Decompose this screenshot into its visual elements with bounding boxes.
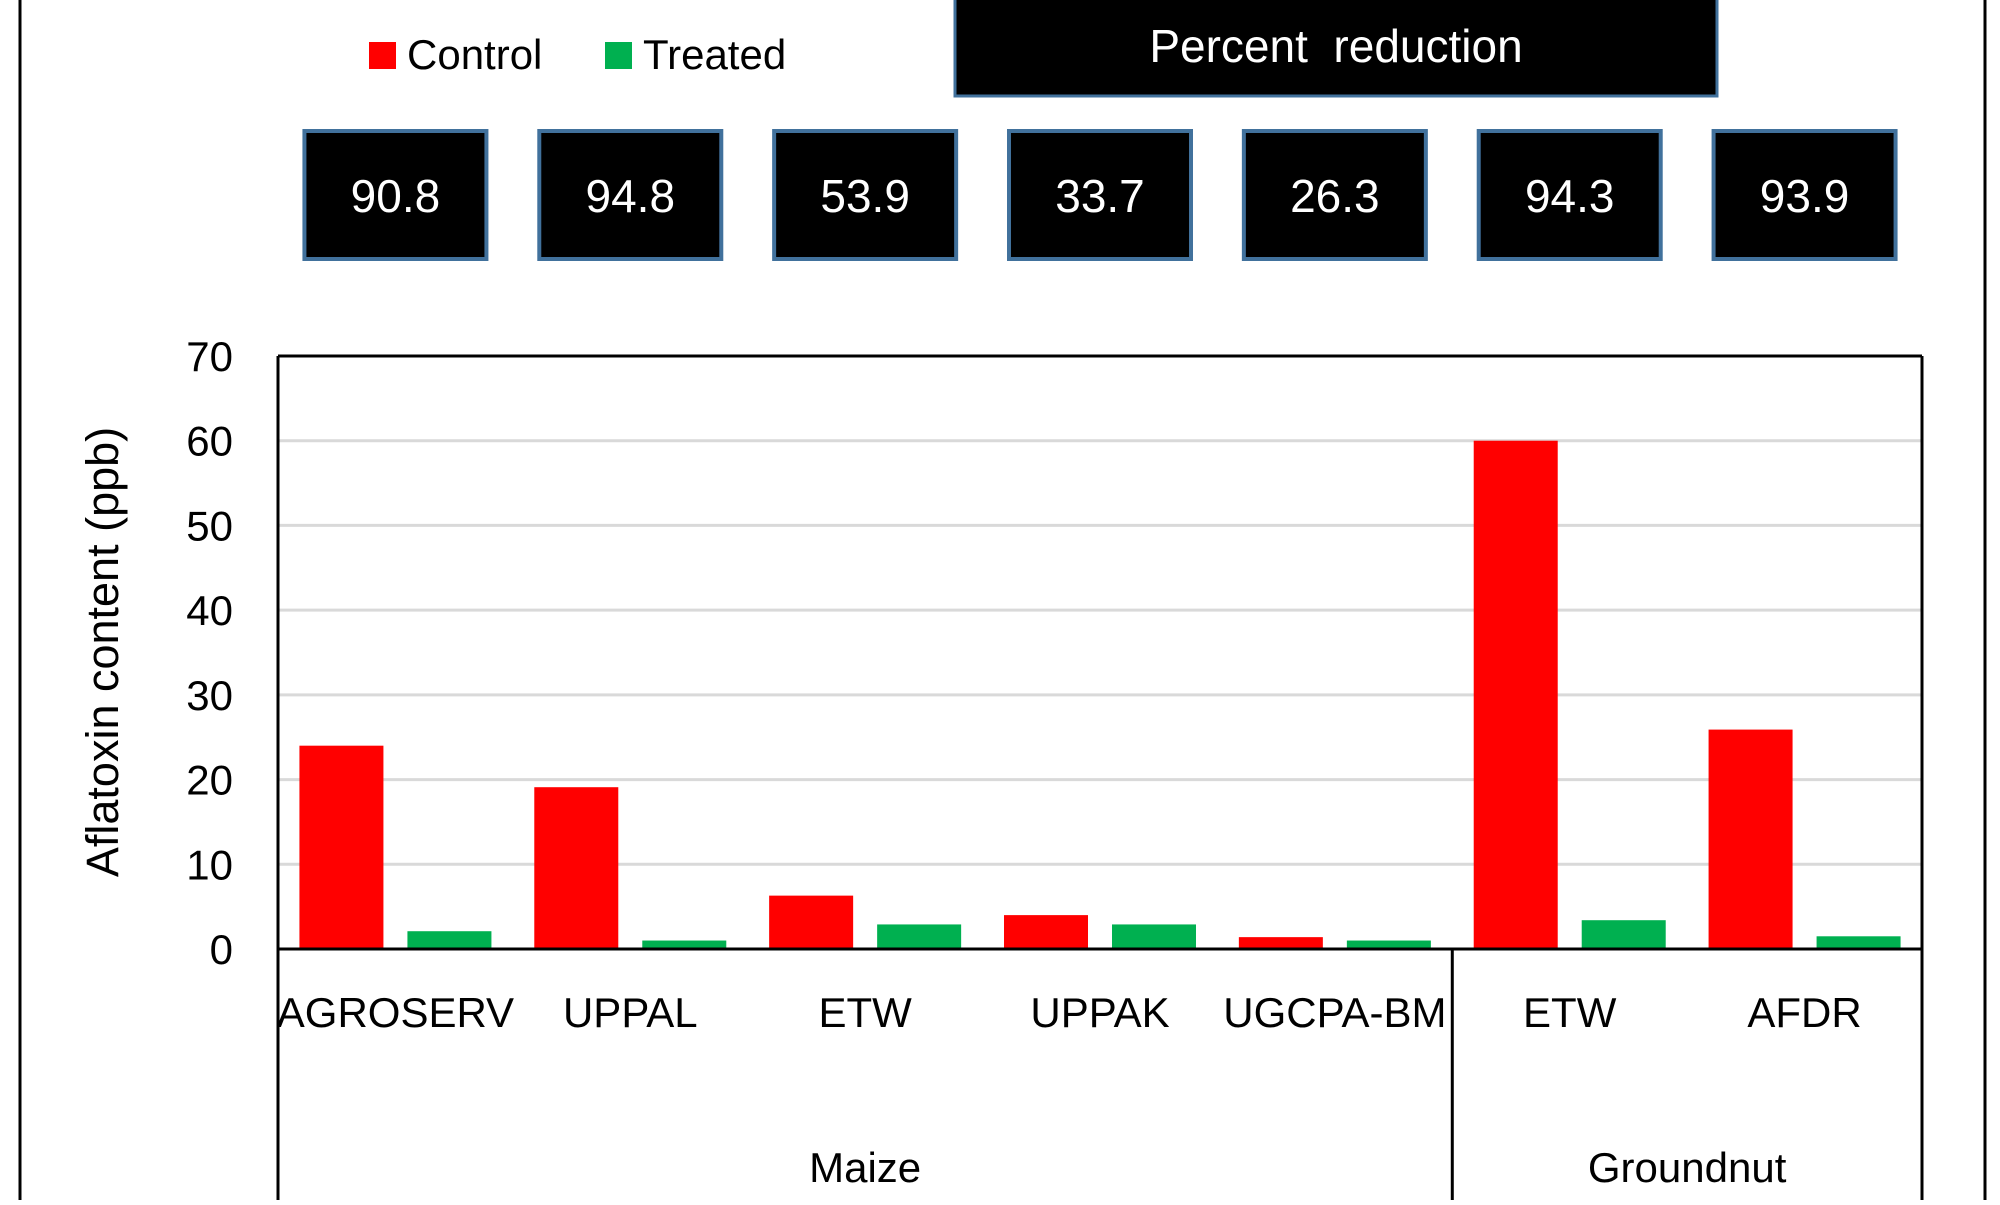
x-tick-labels: AGROSERV UPPAL ETW UPPAK UGCPA-BM ETW AFDR <box>277 989 1862 1036</box>
legend-swatch-treated <box>605 42 632 69</box>
y-tick-label-40: 40 <box>186 587 233 634</box>
bar-control-ugcpa-bm-4 <box>1238 937 1323 949</box>
group-label-groundnut: Groundnut <box>1588 1144 1787 1191</box>
bar-treated-agroserv-0 <box>407 931 492 949</box>
percent-reduction-boxes: 90.8 94.8 53.9 33.7 26.3 94.3 93.9 <box>302 129 1898 261</box>
bar-control-etw-2 <box>769 895 854 949</box>
percent-reduction-box-0 <box>302 129 489 261</box>
percent-reduction-box-1 <box>537 129 724 261</box>
legend-label-treated: Treated <box>643 31 786 78</box>
x-tick-label-etw-2: ETW <box>818 989 912 1036</box>
percent-reduction-title-box <box>953 0 1719 98</box>
percent-reduction-value-5: 94.3 <box>1525 170 1615 222</box>
bar-treated-ugcpa-bm-4 <box>1346 940 1431 949</box>
bar-treated-uppak-3 <box>1112 924 1196 949</box>
y-tick-label-50: 50 <box>186 502 233 549</box>
y-tick-labels: 0 10 20 30 40 50 60 70 <box>186 333 233 973</box>
percent-reduction-value-0: 90.8 <box>351 170 441 222</box>
axes <box>276 354 1924 1200</box>
y-tick-label-60: 60 <box>186 418 233 465</box>
bar-control-uppal-1 <box>534 787 619 949</box>
bar-control-agroserv-0 <box>299 745 384 949</box>
y-tick-label-20: 20 <box>186 757 233 804</box>
bar-control-uppak-3 <box>1004 915 1088 949</box>
y-tick-label-10: 10 <box>186 841 233 888</box>
percent-reduction-value-3: 33.7 <box>1055 170 1145 222</box>
y-tick-label-30: 30 <box>186 672 233 719</box>
y-tick-label-70: 70 <box>186 333 233 380</box>
x-tick-label-agroserv-0: AGROSERV <box>277 989 514 1036</box>
percent-reduction-value-6: 93.9 <box>1760 170 1850 222</box>
percent-reduction-header: Percent reduction <box>953 0 1719 98</box>
bar-treated-etw-5 <box>1581 920 1666 949</box>
x-tick-label-afdr-6: AFDR <box>1747 989 1861 1036</box>
bar-treated-afdr-6 <box>1816 936 1901 949</box>
x-tick-label-uppal-1: UPPAL <box>563 989 698 1036</box>
y-tick-label-0: 0 <box>210 926 233 973</box>
percent-reduction-box-4 <box>1241 129 1428 261</box>
bar-treated-etw-2 <box>877 924 962 949</box>
legend-swatch-control <box>369 42 396 69</box>
percent-reduction-box-5 <box>1476 129 1663 261</box>
y-axis-label: Aflatoxin content (ppb) <box>77 427 128 877</box>
group-labels: Maize Groundnut <box>809 1144 1787 1191</box>
percent-reduction-value-1: 94.8 <box>586 170 676 222</box>
legend: Control Treated <box>369 31 786 78</box>
x-tick-label-ugcpa-bm-4: UGCPA-BM <box>1223 989 1446 1036</box>
percent-reduction-box-2 <box>772 129 959 261</box>
gridlines <box>278 439 1922 866</box>
percent-reduction-title: Percent reduction <box>1149 20 1522 72</box>
x-tick-label-uppak-3: UPPAK <box>1030 989 1169 1036</box>
bar-control-etw-5 <box>1473 440 1558 949</box>
percent-reduction-value-4: 26.3 <box>1290 170 1380 222</box>
bar-control-afdr-6 <box>1708 729 1793 949</box>
x-tick-label-etw-5: ETW <box>1523 989 1617 1036</box>
percent-reduction-value-2: 53.9 <box>820 170 910 222</box>
percent-reduction-box-3 <box>1007 129 1193 261</box>
percent-reduction-box-6 <box>1711 129 1898 261</box>
bars <box>299 440 1901 949</box>
legend-label-control: Control <box>407 31 542 78</box>
bar-treated-uppal-1 <box>642 940 727 949</box>
group-label-maize: Maize <box>809 1144 921 1191</box>
